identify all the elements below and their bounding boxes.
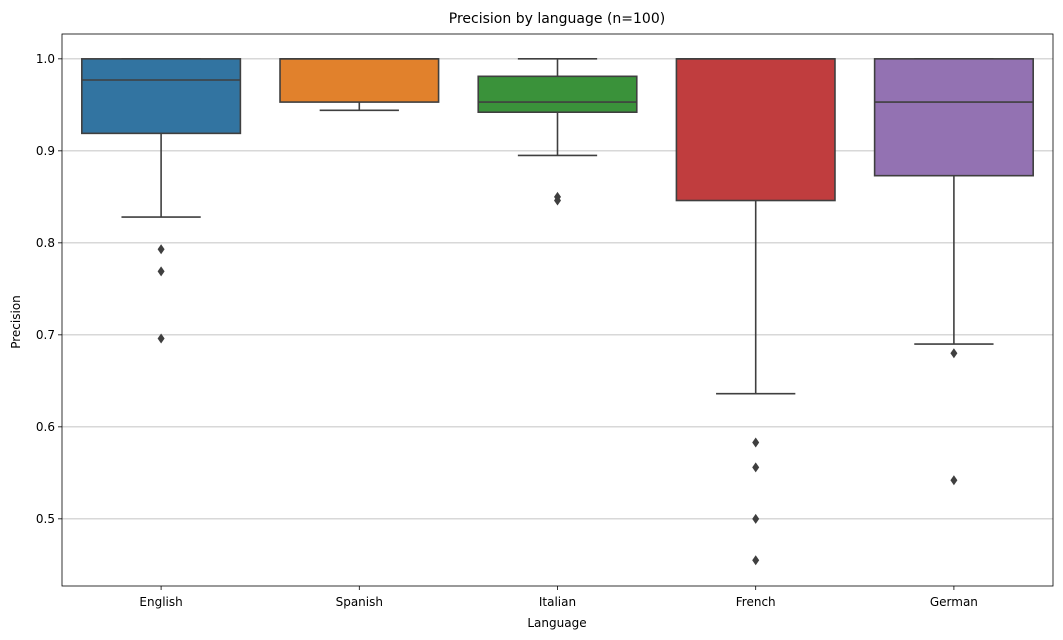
outlier-point: [950, 348, 958, 359]
outlier-point: [157, 244, 165, 255]
box-group-italian: [477, 58, 638, 206]
box-group-german: [873, 58, 1034, 486]
y-tick-label: 0.5: [36, 512, 55, 526]
x-axis-label: Language: [527, 616, 586, 630]
y-tick-label: 0.8: [36, 236, 55, 250]
axis-layer: 0.5 0.6 0.7 0.8 0.9 1.0 English Spanish Italian F…: [36, 33, 1054, 609]
box-group-french: [675, 58, 836, 566]
outlier-point: [752, 462, 760, 473]
iqr-box: [873, 58, 1034, 177]
y-tick-label: 1.0: [36, 52, 55, 66]
box-layer: [81, 58, 1034, 566]
iqr-box: [477, 75, 638, 114]
iqr-box: [81, 58, 242, 135]
y-tick-label: 0.6: [36, 420, 55, 434]
box-group-english: [81, 58, 242, 344]
x-tick-label: English: [139, 595, 182, 609]
outlier-point: [950, 475, 958, 486]
x-tick-label: Italian: [539, 595, 576, 609]
x-tick-label: German: [930, 595, 978, 609]
y-tick-label: 0.9: [36, 144, 55, 158]
y-axis-label: Precision: [9, 295, 23, 349]
outlier-point: [157, 333, 165, 344]
outlier-point: [752, 513, 760, 524]
box-group-spanish: [279, 58, 440, 112]
x-tick-label: French: [736, 595, 776, 609]
iqr-box: [675, 58, 836, 202]
x-tick-label: Spanish: [336, 595, 383, 609]
outlier-point: [752, 437, 760, 448]
plot-frame: [61, 33, 1054, 587]
outlier-point: [157, 266, 165, 277]
outlier-point: [554, 195, 561, 206]
iqr-box: [279, 58, 440, 103]
y-tick-label: 0.7: [36, 328, 55, 342]
outlier-point: [752, 555, 760, 566]
chart-title: Precision by language (n=100): [449, 11, 665, 27]
